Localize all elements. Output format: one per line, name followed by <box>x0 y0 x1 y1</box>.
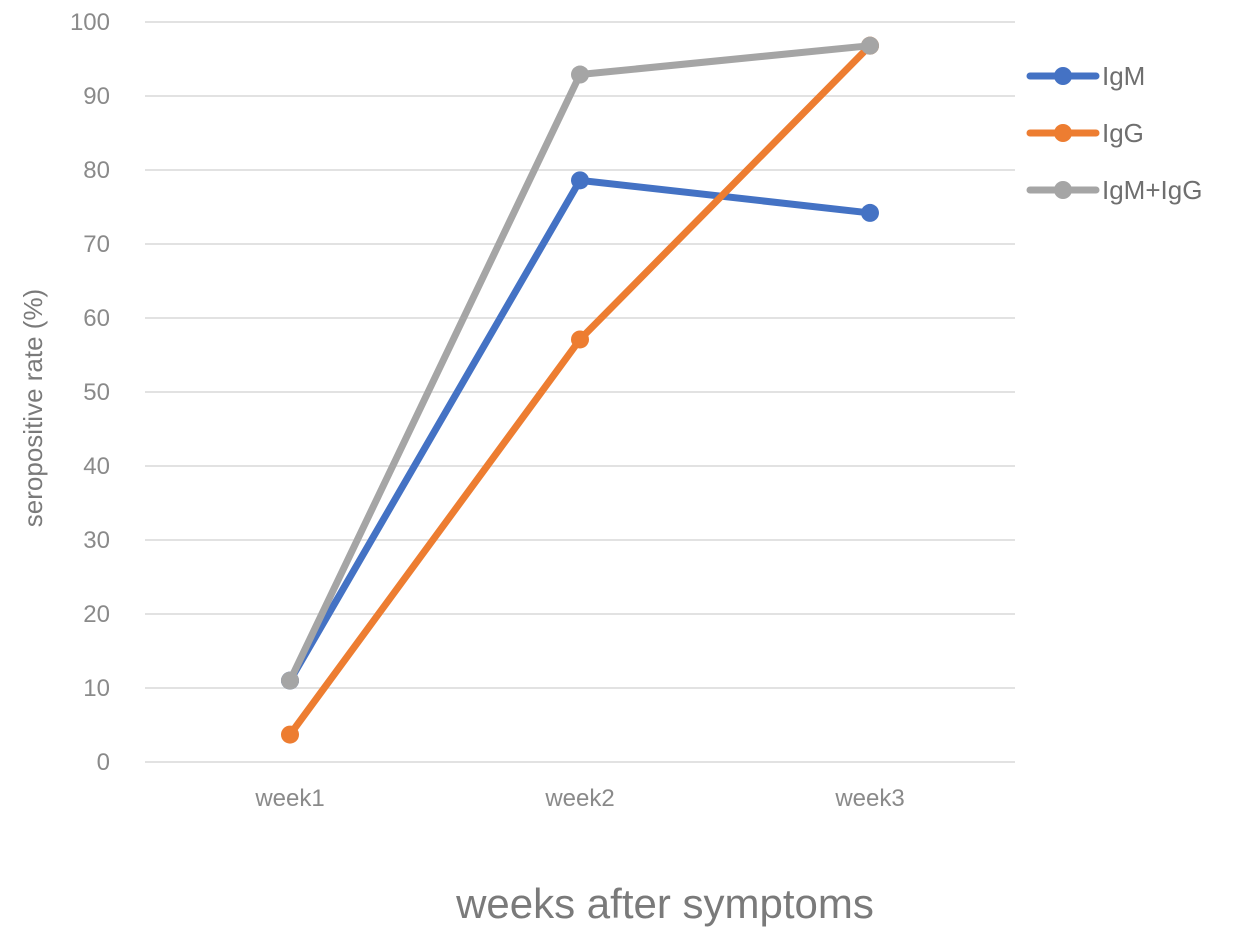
data-point <box>571 330 589 349</box>
y-tick-label: 70 <box>83 231 110 258</box>
x-axis-ticks: week1 week2 week3 <box>254 785 904 812</box>
data-point <box>281 671 299 690</box>
legend: IgM IgG IgM+IgG <box>1026 61 1202 205</box>
y-tick-label: 0 <box>97 749 110 776</box>
y-tick-label: 80 <box>83 157 110 184</box>
series-line <box>286 42 874 685</box>
x-tick-label: week3 <box>834 785 904 812</box>
legend-label: IgM+IgG <box>1102 175 1202 205</box>
data-point <box>571 171 589 190</box>
legend-label: IgM <box>1102 61 1145 91</box>
y-tick-label: 40 <box>83 453 110 480</box>
y-axis-title: seropositive rate (%) <box>18 289 48 527</box>
legend-label: IgG <box>1102 118 1144 148</box>
series-igm-igg <box>281 36 879 690</box>
legend-item: IgM <box>1026 61 1145 91</box>
data-point <box>281 725 299 744</box>
y-tick-label: 100 <box>70 9 110 36</box>
y-tick-label: 10 <box>83 675 110 702</box>
legend-item: IgG <box>1026 118 1144 148</box>
y-tick-label: 90 <box>83 83 110 110</box>
x-axis-title: weeks after symptoms <box>455 880 874 927</box>
data-point <box>861 203 879 222</box>
x-tick-label: week2 <box>544 785 614 812</box>
legend-swatch-marker <box>1054 124 1072 142</box>
legend-swatch-marker <box>1054 67 1072 85</box>
data-point <box>861 36 879 55</box>
x-tick-label: week1 <box>254 785 324 812</box>
legend-item: IgM+IgG <box>1026 175 1202 205</box>
series-igm <box>281 171 879 690</box>
data-point <box>571 65 589 84</box>
series-line <box>286 42 874 739</box>
y-axis-ticks: 0 10 20 30 40 50 60 70 80 90 100 <box>70 9 110 776</box>
legend-swatch-marker <box>1054 181 1072 199</box>
y-tick-label: 60 <box>83 305 110 332</box>
y-tick-label: 20 <box>83 601 110 628</box>
series-igg <box>281 36 879 744</box>
series-lines <box>281 36 879 744</box>
y-tick-label: 30 <box>83 527 110 554</box>
gridlines <box>145 21 1015 763</box>
y-tick-label: 50 <box>83 379 110 406</box>
series-line <box>286 176 874 685</box>
